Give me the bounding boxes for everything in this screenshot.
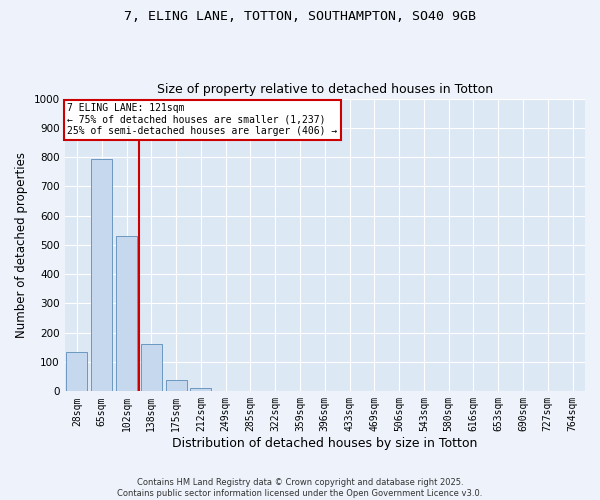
Text: 7 ELING LANE: 121sqm
← 75% of detached houses are smaller (1,237)
25% of semi-de: 7 ELING LANE: 121sqm ← 75% of detached h… bbox=[67, 103, 337, 136]
Bar bbox=[141, 344, 162, 392]
Text: Contains HM Land Registry data © Crown copyright and database right 2025.
Contai: Contains HM Land Registry data © Crown c… bbox=[118, 478, 482, 498]
Bar bbox=[67, 352, 88, 392]
Text: 7, ELING LANE, TOTTON, SOUTHAMPTON, SO40 9GB: 7, ELING LANE, TOTTON, SOUTHAMPTON, SO40… bbox=[124, 10, 476, 23]
X-axis label: Distribution of detached houses by size in Totton: Distribution of detached houses by size … bbox=[172, 437, 478, 450]
Bar bbox=[190, 388, 211, 392]
Bar bbox=[166, 380, 187, 392]
Title: Size of property relative to detached houses in Totton: Size of property relative to detached ho… bbox=[157, 83, 493, 96]
Bar bbox=[91, 158, 112, 392]
Bar bbox=[116, 236, 137, 392]
Y-axis label: Number of detached properties: Number of detached properties bbox=[15, 152, 28, 338]
